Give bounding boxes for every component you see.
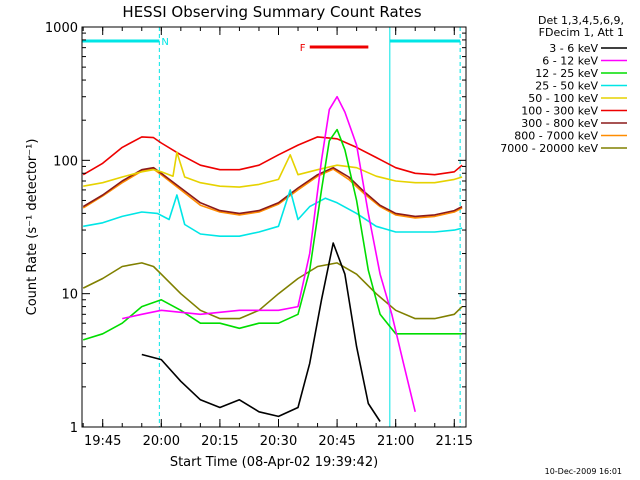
legend-label: 3 - 6 keV [549,42,598,55]
flare-bar-label: F [300,43,306,54]
orbit-night-markers: NF [82,27,461,427]
legend-label: 800 - 7000 keV [514,130,598,143]
x-tick-label: 21:00 [377,434,414,449]
legend-label: 300 - 800 keV [521,117,598,130]
x-tick-label: 20:00 [143,434,180,449]
legend-label: 12 - 25 keV [535,67,598,80]
series-line-7000-20000-kev [82,262,463,320]
series-line-25-50-kev [83,189,463,237]
legend-label: 50 - 100 keV [528,92,598,105]
series-line-6-12-kev [122,95,416,412]
x-tick-label: 19:45 [84,434,121,449]
x-tick-label: 20:45 [318,434,355,449]
plot-frame [81,26,467,428]
x-tick-label: 20:30 [260,434,297,449]
x-axis: 19:45 20:00 20:15 20:30 20:45 21:00 21:15 [82,27,473,449]
y-tick-label: 10 [61,288,78,303]
series-line-100-300-kev [82,136,463,176]
series-line-300-800-kev [82,166,463,218]
legend-label: 7000 - 20000 keV [500,142,598,155]
legend-header: FDecim 1, Att 1 [539,26,624,39]
y-axis: 1 10 100 1000 [45,21,466,436]
y-tick-label: 1000 [45,21,78,36]
y-tick-label: 100 [53,154,78,169]
x-axis-label: Start Time (08-Apr-02 19:39:42) [170,455,378,470]
y-axis-label: Count Rate (s⁻¹ detector⁻¹) [25,139,40,316]
legend-label: 6 - 12 keV [542,55,598,68]
series-line-3-6-kev [141,242,381,422]
series-layer [82,95,463,422]
legend-label: 100 - 300 keV [521,105,598,118]
legend-label: 25 - 50 keV [535,80,598,93]
x-tick-label: 21:15 [436,434,473,449]
legend: Det 1,3,4,5,6,9,FDecim 1, Att 1 3 - 6 keV… [500,14,627,155]
night-bar-label: N [161,37,168,48]
chart-title: HESSI Observing Summary Count Rates [122,3,421,21]
series-line-50-100-kev [83,151,463,188]
date-stamp: 10-Dec-2009 16:01 [545,467,622,476]
legend-header: Det 1,3,4,5,6,9, [538,14,624,27]
x-tick-label: 20:15 [201,434,238,449]
y-tick-label: 1 [70,421,78,436]
